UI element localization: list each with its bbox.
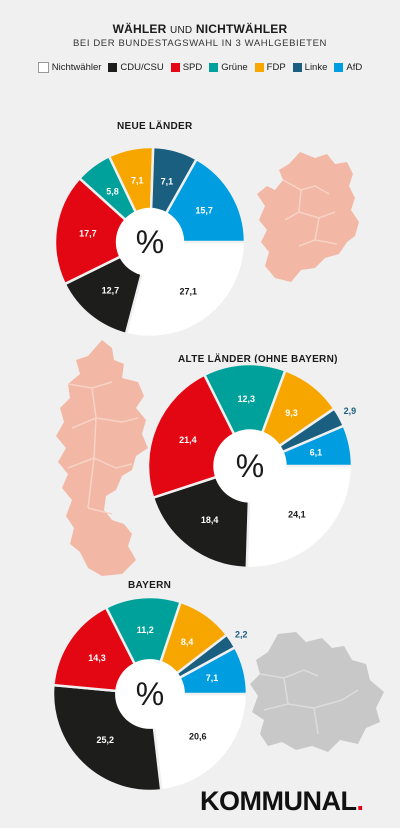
legend-item-afd: AfD (334, 62, 362, 73)
legend-swatch (292, 63, 302, 72)
pie-0: 27,1 12,7 17,7 5,8 7,1 7,1 15,7% (53, 145, 247, 339)
legend-label: FDP (266, 62, 286, 73)
pie-value-label: 15,7 (195, 205, 213, 215)
pie-center-percent: % (236, 448, 264, 484)
pie-center-hole (213, 429, 287, 503)
chart-title-bayern: BAYERN (128, 580, 172, 591)
pie-value-label: 5,8 (106, 187, 119, 197)
legend-label: SPD (182, 62, 203, 73)
kommunal-logo: KOMMUNAL. (200, 786, 364, 817)
legend-label: CDU/CSU (120, 62, 164, 73)
legend: Nichtwähler CDU/CSU SPD Grüne FDP Linke AfD (0, 62, 400, 73)
legend-swatch (108, 63, 118, 72)
pie-center-percent: % (136, 676, 164, 712)
pie-value-label: 9,3 (285, 408, 298, 418)
pie-value-label: 7,1 (161, 177, 174, 187)
pie-value-label: 25,2 (97, 735, 115, 745)
page-subtitle: BEI DER BUNDESTAGSWAHL IN 3 WAHLGEBIETEN (73, 38, 327, 49)
chart-title-neue-laender: NEUE LÄNDER (117, 121, 193, 132)
pie-value-label: 21,4 (179, 435, 197, 445)
pie-slice-grüne (104, 595, 183, 698)
legend-swatch (170, 63, 180, 72)
pie-value-label: 18,4 (201, 515, 219, 525)
pie-value-label: 27,1 (180, 287, 198, 297)
pie-value-label: 8,4 (181, 637, 194, 647)
west-germany-map (56, 340, 148, 576)
legend-item-spd: SPD (170, 62, 203, 73)
logo-dot: . (356, 786, 364, 816)
pie-center-hole (115, 207, 185, 277)
legend-swatch (209, 63, 219, 72)
pie-value-label: 7,1 (206, 673, 219, 683)
pie-value-label: 12,3 (238, 394, 256, 404)
pie-value-label: 12,7 (102, 286, 120, 296)
pie-value-label: 2,2 (235, 629, 248, 639)
pie-value-label: 17,7 (79, 228, 97, 238)
legend-item-cdu-csu: CDU/CSU (108, 62, 164, 73)
header: WÄHLER UND NICHTWÄHLER BEI DER BUNDESTAG… (0, 22, 400, 49)
pie-1: 24,1 18,4 21,4 12,3 9,3 2,9 6,1% (146, 362, 357, 570)
pie-value-label: 11,2 (137, 625, 154, 635)
chart-title-alte-laender: ALTE LÄNDER (OHNE BAYERN) (178, 354, 338, 365)
pie-value-label: 7,1 (131, 176, 144, 186)
pie-value-label: 24,1 (288, 509, 306, 519)
legend-item-fdp: FDP (254, 62, 286, 73)
legend-label: AfD (346, 62, 363, 73)
legend-item-linke: Linke (292, 62, 328, 73)
bavaria-map (250, 632, 384, 752)
pie-2: 20,6 25,2 14,3 11,2 8,4 2,2 7,1% (51, 595, 249, 793)
title-part2: NICHTWÄHLER (195, 22, 288, 36)
title-connector: UND (170, 25, 193, 36)
pie-value-label: 2,9 (344, 406, 357, 416)
page-title: WÄHLER UND NICHTWÄHLER (0, 22, 400, 36)
pie-value-label: 6,1 (310, 447, 323, 457)
pie-slice-spd (53, 176, 153, 286)
legend-label: Nichtwähler (51, 62, 102, 73)
legend-item-nichtwähler: Nichtwähler (37, 62, 102, 73)
title-part1: WÄHLER (112, 22, 167, 36)
pie-value-label: 20,6 (189, 732, 207, 742)
legend-swatch (254, 63, 264, 72)
legend-label: Linke (304, 62, 328, 73)
pie-slice-grüne (202, 362, 287, 470)
pie-center-hole (115, 659, 185, 729)
legend-swatch (37, 62, 49, 73)
legend-label: Grüne (221, 62, 248, 73)
pie-value-label: 14,3 (88, 653, 106, 663)
pie-center-percent: % (136, 224, 164, 260)
legend-swatch (334, 63, 344, 72)
east-germany-map (257, 152, 359, 282)
legend-item-grüne: Grüne (209, 62, 248, 73)
logo-text: KOMMUNAL (200, 786, 357, 816)
